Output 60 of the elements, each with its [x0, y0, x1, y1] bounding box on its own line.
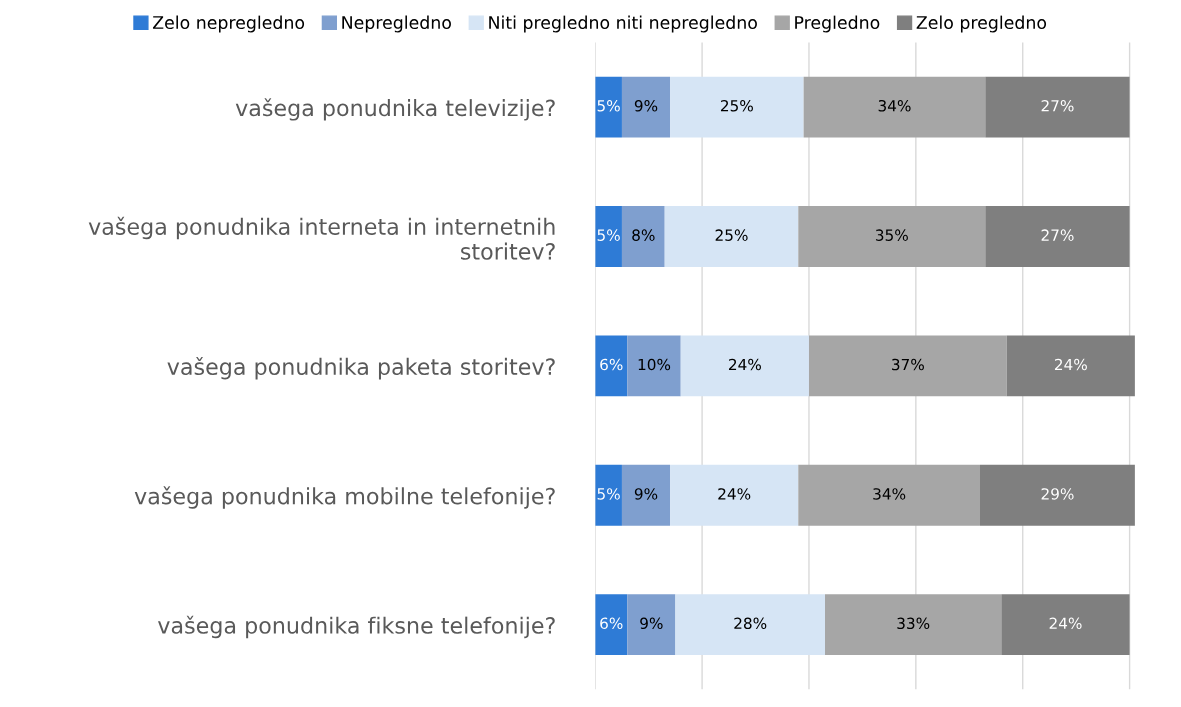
bar	[621, 76, 671, 138]
data-label: 34%	[873, 488, 906, 500]
bar	[621, 206, 665, 267]
data-label: 37%	[892, 358, 924, 371]
data-label: 9%	[634, 488, 658, 500]
data-label: 35%	[875, 229, 908, 241]
data-label: 5%	[597, 99, 620, 112]
y-tick-label: vašega ponudnika paketa storitev?	[167, 356, 555, 380]
data-label: 9%	[640, 617, 663, 630]
y-tick-label: vašega ponudnika televizije?	[235, 98, 555, 121]
bar	[627, 335, 681, 397]
bar	[979, 464, 1135, 526]
bar	[675, 594, 825, 656]
data-label: 10%	[638, 358, 671, 371]
bar	[985, 206, 1130, 267]
data-label: 6%	[600, 617, 623, 630]
data-label: 5%	[597, 229, 620, 241]
bar	[803, 76, 986, 138]
bar	[664, 206, 799, 267]
legend-label: Zelo nepregledno	[152, 15, 305, 33]
bar	[595, 335, 628, 397]
data-label: 24%	[1049, 617, 1082, 630]
bar	[595, 464, 622, 526]
y-tick-label: vašega ponudnika interneta in internetnih storitev?	[88, 216, 555, 260]
data-label: 25%	[720, 99, 753, 112]
y-tick-label: vašega ponudnika fiksne telefonije?	[157, 615, 555, 639]
data-label: 27%	[1041, 99, 1074, 112]
bar	[621, 464, 671, 526]
bar	[1001, 594, 1130, 656]
bar	[1006, 335, 1135, 397]
data-label: 9%	[634, 99, 658, 112]
data-label: 27%	[1041, 229, 1074, 241]
y-tick-label: vašega ponudnika mobilne telefonije?	[134, 486, 555, 509]
bar	[680, 335, 809, 397]
bar	[627, 594, 676, 656]
legend-label: Niti pregledno niti nepregledno	[489, 15, 757, 33]
data-label: 8%	[632, 229, 655, 241]
data-label: 33%	[897, 617, 930, 630]
data-label: 5%	[597, 488, 620, 500]
bar	[798, 464, 980, 526]
data-label: 28%	[734, 617, 767, 630]
data-label: 6%	[600, 358, 623, 371]
bar	[595, 206, 622, 267]
bar	[670, 464, 799, 526]
bar	[825, 594, 1002, 656]
bar	[670, 76, 804, 138]
data-label: 34%	[878, 99, 911, 112]
bar	[798, 206, 986, 267]
bar	[808, 335, 1007, 397]
data-label: 24%	[718, 488, 751, 500]
data-label: 24%	[1054, 358, 1087, 371]
legend-label: Pregledno	[795, 15, 880, 33]
data-label: 29%	[1041, 488, 1074, 500]
bar	[595, 76, 622, 138]
data-label: 25%	[715, 229, 748, 241]
data-label: 24%	[728, 358, 761, 371]
bar	[985, 76, 1130, 138]
bar	[595, 594, 628, 656]
legend-label: Zelo pregledno	[916, 15, 1047, 33]
legend-label: Nepregledno	[342, 15, 451, 33]
